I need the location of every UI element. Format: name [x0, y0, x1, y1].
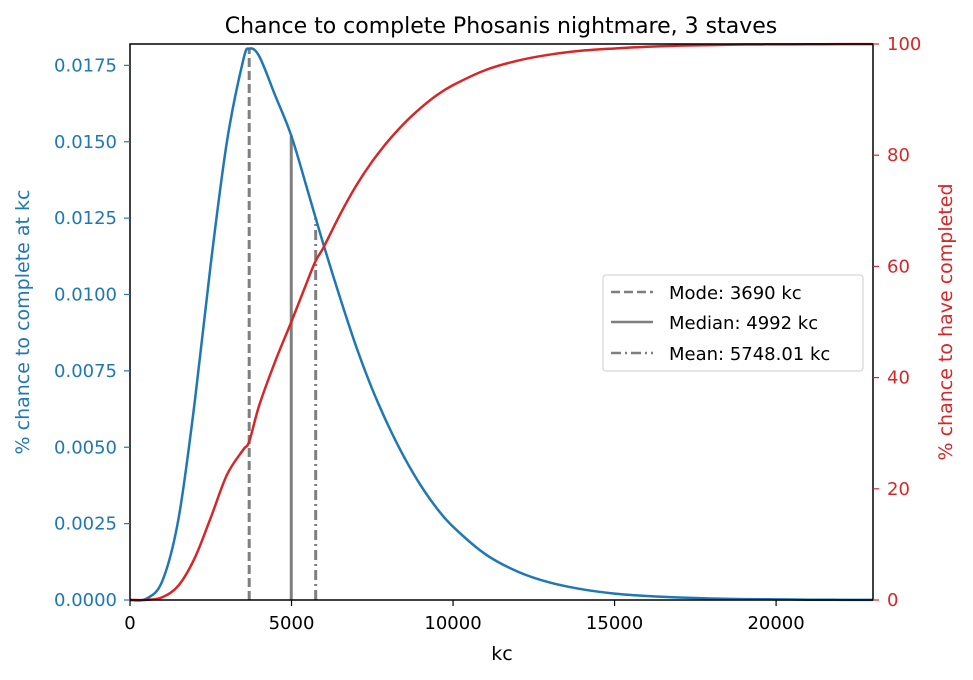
x-axis-label: kc [491, 643, 512, 665]
left-y-tick-label: 0.0075 [54, 361, 117, 382]
x-tick-label: 15000 [586, 613, 643, 634]
right-y-tick-label: 80 [887, 145, 910, 166]
left-y-axis-ticks: 0.0000 0.0025 0.0050 0.0075 0.0100 0.0125 0.01… [54, 55, 130, 611]
right-y-tick-label: 20 [887, 479, 910, 500]
legend-mean-label: Mean: 5748.01 kc [669, 344, 830, 365]
legend-mode-label: Mode: 3690 kc [669, 283, 802, 304]
left-y-tick-label: 0.0000 [54, 590, 117, 611]
axes-frame [129, 43, 874, 601]
left-y-tick-label: 0.0050 [54, 437, 117, 458]
right-y-axis-ticks: 0 20 40 60 80 100 [873, 34, 921, 611]
x-tick-label: 20000 [747, 613, 804, 634]
right-y-tick-label: 100 [887, 34, 921, 55]
legend-median-label: Median: 4992 kc [669, 313, 818, 334]
x-tick-label: 10000 [424, 613, 481, 634]
cumulative-curve [129, 42, 874, 602]
right-y-tick-label: 0 [887, 590, 898, 611]
legend-box [602, 274, 864, 372]
x-tick-label: 0 [124, 613, 135, 634]
plot-area [129, 42, 874, 602]
left-y-tick-label: 0.0100 [54, 285, 117, 306]
legend: Mode: 3690 kc Median: 4992 kc Mean: 5748… [602, 274, 864, 372]
left-y-tick-label: 0.0175 [54, 55, 117, 76]
left-y-tick-label: 0.0125 [54, 208, 117, 229]
right-y-tick-label: 40 [887, 368, 910, 389]
left-y-tick-label: 0.0025 [54, 514, 117, 535]
right-y-tick-label: 60 [887, 256, 910, 277]
chart-title: Chance to complete Phosanis nightmare, 3… [225, 14, 777, 39]
left-y-axis-label: % chance to complete at kc [12, 190, 34, 455]
probability-curve [129, 47, 874, 602]
right-y-axis-label: % chance to have completed [935, 183, 957, 460]
x-axis-ticks: 0 5000 10000 15000 20000 [124, 600, 805, 634]
x-tick-label: 5000 [269, 613, 315, 634]
left-y-tick-label: 0.0150 [54, 132, 117, 153]
